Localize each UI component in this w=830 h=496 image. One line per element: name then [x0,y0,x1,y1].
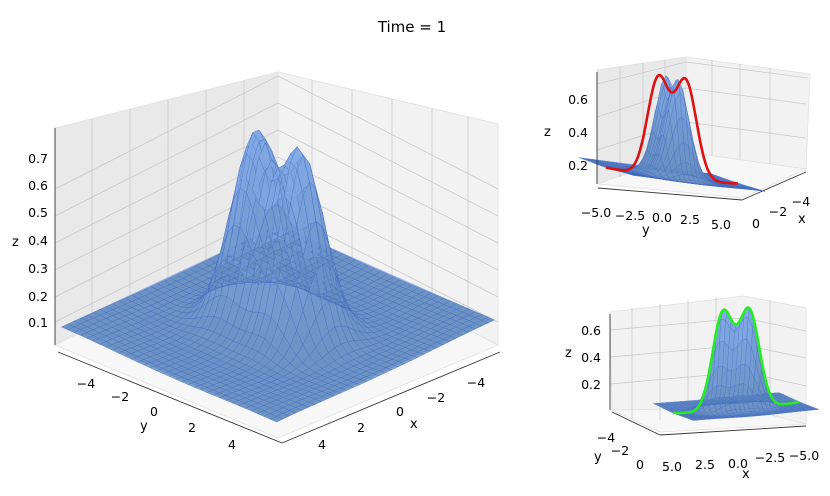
tr-z-axis-label: z [544,125,551,140]
br-ytick-label: −2 [611,443,629,458]
br-x-ticks: 5.0 2.5 0.0 −2.5 −5.0 [662,448,819,474]
tr-grid-line [596,61,687,85]
tr-right-pane [685,56,811,170]
main-surface-cell [481,316,496,324]
tr-ytick-label: −5.0 [581,205,611,220]
main-z-ticks: 0.1 0.2 0.3 0.4 0.5 0.6 0.7 [28,151,48,330]
top-right-surface-plot: 0.2 0.4 0.6 z −5.0 −2.5 0.0 2.5 5.0 y −4… [544,56,811,238]
main-xtick-label: 2 [357,420,365,435]
br-green-slice-curve [673,306,800,415]
main-ztick-label: 0.3 [28,261,48,276]
main-ytick-label: 0 [150,404,158,419]
br-xtick-label: −2.5 [755,450,785,465]
tr-xtick-label: 0 [752,216,760,231]
tr-ytick-label: 5.0 [711,217,731,232]
tr-grid-line [685,121,807,139]
br-ztick-label: 0.4 [581,350,601,365]
tr-ztick-label: 0.2 [568,158,588,173]
tr-z-ticks: 0.2 0.4 0.6 [568,92,588,173]
main-xtick-label: −2 [427,390,445,405]
main-ztick-label: 0.2 [28,289,48,304]
main-grid-line [277,75,499,190]
tr-ztick-label: 0.4 [568,125,588,140]
main-xtick-label: 0 [396,404,404,419]
main-x-ticks: −4 −2 0 2 4 [318,375,485,452]
tr-surface-mesh [578,75,766,192]
tr-y-axis-label: y [642,223,650,238]
br-z-ticks: 0.2 0.4 0.6 [581,323,601,392]
tr-ytick-label: −2.5 [615,208,645,223]
main-ytick-label: −2 [111,389,129,404]
main-x-axis-line [281,351,501,444]
main-ytick-label: 4 [228,437,236,452]
main-surface-mesh [60,129,496,423]
tr-grid-line [685,61,809,79]
main-x-axis-label: x [410,417,418,432]
main-y-axis-line [57,351,283,444]
br-z-axis-label: z [565,346,572,361]
tr-ytick-label: 2.5 [680,212,700,227]
tr-xtick-label: −4 [792,194,810,209]
tr-x-axis-line [741,171,807,201]
main-ztick-label: 0.7 [28,151,48,166]
br-xtick-label: 5.0 [662,459,682,474]
br-ytick-label: −4 [597,430,615,445]
main-surface-plot: 0.1 0.2 0.3 0.4 0.5 0.6 0.7 z −4 −2 0 2 … [12,71,501,452]
main-xtick-label: −4 [467,375,485,390]
tr-y-axis-line [597,187,743,201]
tr-xtick-label: −2 [769,204,787,219]
main-y-axis-label: y [140,419,148,434]
br-ztick-label: 0.6 [581,323,601,338]
tr-grid-line [685,87,807,105]
br-y-axis-line [611,411,661,436]
br-x-axis-line [659,425,807,436]
main-ztick-label: 0.4 [28,233,48,248]
br-y-axis-label: y [594,450,602,465]
tr-y-ticks: −5.0 −2.5 0.0 2.5 5.0 [581,205,731,232]
br-x-axis-label: x [742,467,750,482]
br-surface-cell [652,403,659,405]
main-ztick-label: 0.5 [28,205,48,220]
main-y-ticks: −4 −2 0 2 4 [77,376,236,452]
tr-ytick-label: 0.0 [652,210,672,225]
br-xtick-label: −5.0 [789,448,819,463]
main-xtick-label: 4 [318,437,326,452]
br-xtick-label: 0.0 [728,456,748,471]
main-ztick-label: 0.1 [28,315,48,330]
tr-red-slice-curve [605,73,738,185]
figure-title: Time = 1 [377,18,446,36]
br-ytick-label: 0 [636,457,644,472]
main-grid-line [277,156,499,271]
tr-ztick-label: 0.6 [568,92,588,107]
br-xtick-label: 2.5 [695,457,715,472]
main-ztick-label: 0.6 [28,178,48,193]
br-y-ticks: −4 −2 0 [597,430,644,472]
main-grid-line [277,102,499,217]
tr-x-axis-label: x [798,212,806,227]
main-z-axis-label: z [12,235,19,250]
main-grid-line [277,129,499,244]
bottom-right-surface-plot: 0.2 0.4 0.6 z −4 −2 0 y 5.0 2.5 0.0 −2.5… [565,295,820,482]
br-surface-mesh [652,307,820,421]
main-ytick-label: 2 [188,420,196,435]
tr-x-ticks: −4 −2 0 [752,194,810,231]
main-ytick-label: −4 [77,376,95,391]
br-ztick-label: 0.2 [581,377,601,392]
